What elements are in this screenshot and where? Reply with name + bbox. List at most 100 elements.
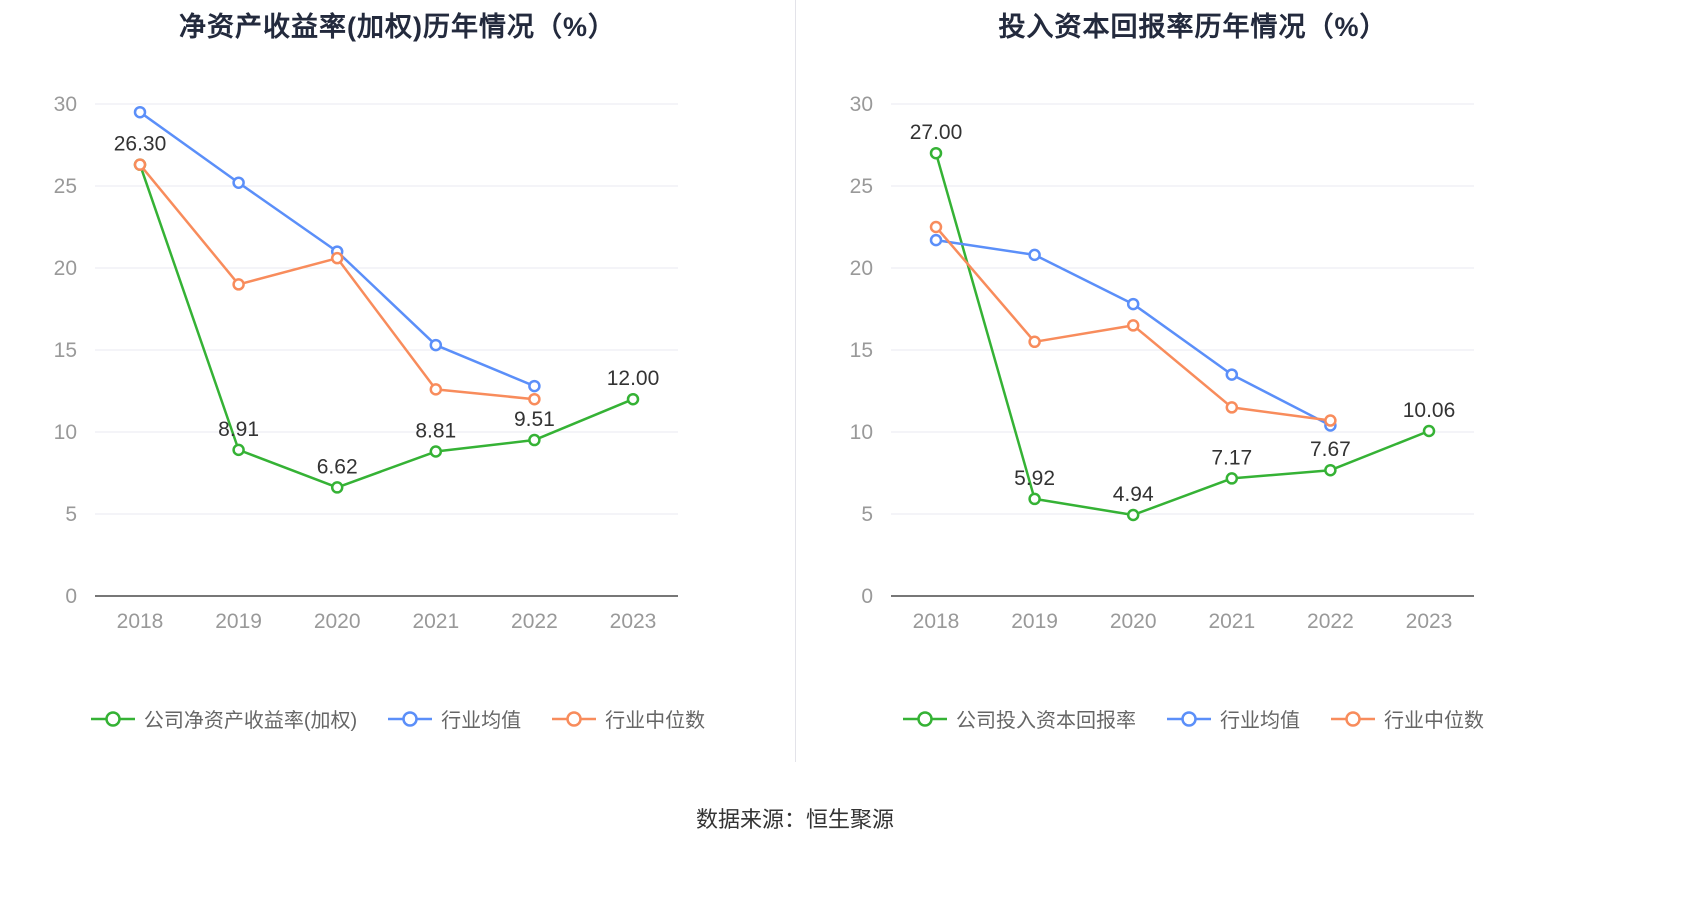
- data-point-marker: [528, 433, 541, 447]
- x-tick-label: 2023: [610, 610, 657, 633]
- roe-chart-canvas: 0 5 10 15 20 25 30 2018 2019 2020 2021 2022 2023 26.3…: [0, 46, 795, 646]
- x-tick-label: 2018: [117, 610, 164, 633]
- data-point-marker: [232, 443, 245, 457]
- data-point-marker: [1324, 414, 1337, 427]
- legend-label: 行业中位数: [1384, 710, 1484, 732]
- legend-line-marker-icon: [90, 710, 135, 727]
- legend-label: 公司投入资本回报率: [956, 710, 1136, 732]
- roe-chart-legend: 公司净资产收益率(加权) 行业均值 行业中位数: [0, 704, 795, 733]
- legend-label: 公司净资产收益率(加权): [143, 710, 358, 732]
- legend-item[interactable]: 行业均值: [387, 704, 521, 733]
- data-point-marker: [429, 383, 443, 396]
- legend-line-marker-icon: [552, 710, 597, 727]
- y-tick-label: 25: [54, 175, 77, 198]
- roic-chart-title: 投入资本回报率历年情况（%）: [998, 12, 1388, 42]
- y-tick-label: 20: [850, 257, 873, 280]
- series-line-2: [138, 163, 536, 401]
- point-value-label: 26.30: [114, 133, 167, 156]
- data-point-marker: [1422, 424, 1436, 438]
- legend-item[interactable]: 行业中位数: [551, 704, 705, 733]
- data-point-marker: [429, 445, 443, 458]
- point-value-label: 5.92: [1014, 467, 1055, 490]
- legend-label: 行业均值: [1220, 710, 1300, 732]
- data-point-marker: [1225, 401, 1239, 414]
- x-tick-label: 2018: [913, 610, 960, 633]
- legend-item[interactable]: 公司净资产收益率(加权): [90, 704, 357, 733]
- point-value-label: 8.91: [218, 418, 259, 441]
- data-point-marker: [232, 176, 245, 189]
- legend-item[interactable]: 行业均值: [1166, 704, 1300, 733]
- y-tick-label: 25: [850, 175, 873, 198]
- y-tick-label: 0: [861, 585, 873, 608]
- x-tick-label: 2022: [1307, 610, 1354, 633]
- line-chart: 0 5 10 15 20 25 30 2018 2019 2020 2021 2022 2023 27.0…: [850, 93, 1474, 633]
- roic-chart-legend: 公司投入资本回报率 行业均值 行业中位数: [796, 704, 1590, 733]
- data-point-marker: [1225, 472, 1239, 485]
- point-value-label: 10.06: [1403, 399, 1456, 422]
- roe-chart-panel: 净资产收益率(加权)历年情况（%） 0 5 10 15 20 25 30 2018 2019 20…: [0, 0, 795, 762]
- y-tick-label: 20: [54, 257, 77, 280]
- x-tick-label: 2021: [412, 610, 459, 633]
- data-point-marker: [1126, 297, 1140, 311]
- x-tick-label: 2023: [1406, 610, 1453, 633]
- data-source-note: 数据来源：恒生聚源: [695, 807, 894, 832]
- series-line-0: [138, 163, 635, 489]
- legend-line-marker-icon: [903, 710, 947, 727]
- legend-label: 行业中位数: [605, 710, 706, 732]
- point-value-label: 12.00: [607, 367, 660, 390]
- data-point-marker: [929, 220, 943, 234]
- y-tick-label: 30: [54, 93, 77, 116]
- point-value-label: 4.94: [1113, 483, 1154, 506]
- legend-line-marker-icon: [388, 710, 433, 727]
- x-tick-label: 2020: [1110, 610, 1157, 633]
- data-point-marker: [1225, 368, 1239, 381]
- data-point-marker: [133, 105, 147, 119]
- data-point-marker: [1028, 492, 1041, 506]
- data-point-marker: [133, 158, 147, 171]
- y-tick-label: 10: [54, 421, 77, 444]
- point-value-label: 27.00: [910, 121, 963, 144]
- roic-chart-panel: 投入资本回报率历年情况（%） 0 5 10 15 20 25 30 2018 2019 2020 2…: [795, 0, 1590, 762]
- x-tick-label: 2019: [1011, 610, 1058, 633]
- legend-item[interactable]: 公司投入资本回报率: [902, 704, 1136, 733]
- y-tick-label: 15: [54, 339, 77, 362]
- y-tick-label: 0: [65, 585, 77, 608]
- point-value-label: 7.67: [1310, 438, 1351, 461]
- series-line-0: [934, 151, 1431, 517]
- y-tick-label: 15: [850, 339, 873, 362]
- y-tick-label: 30: [850, 93, 873, 116]
- data-point-marker: [1126, 319, 1140, 332]
- legend-item[interactable]: 行业中位数: [1330, 704, 1484, 733]
- data-point-marker: [929, 146, 943, 160]
- point-value-label: 6.62: [317, 455, 358, 478]
- roic-chart-canvas: 0 5 10 15 20 25 30 2018 2019 2020 2021 2022 2023 27.0…: [796, 46, 1590, 646]
- legend-label: 行业均值: [441, 710, 522, 732]
- roe-chart-title: 净资产收益率(加权)历年情况（%）: [179, 12, 616, 42]
- y-tick-label: 10: [850, 421, 873, 444]
- point-value-label: 8.81: [415, 420, 456, 443]
- y-tick-label: 5: [861, 503, 873, 526]
- data-point-marker: [1126, 508, 1140, 522]
- line-chart: 0 5 10 15 20 25 30 2018 2019 2020 2021 2022 2023 26.3…: [54, 93, 678, 633]
- point-value-label: 7.17: [1211, 446, 1252, 469]
- x-tick-label: 2022: [511, 610, 558, 633]
- data-point-marker: [429, 338, 443, 352]
- legend-line-marker-icon: [1331, 710, 1375, 727]
- data-point-marker: [1324, 463, 1337, 477]
- charts-row: 净资产收益率(加权)历年情况（%） 0 5 10 15 20 25 30 2018 2019 20…: [0, 0, 1590, 762]
- x-tick-label: 2021: [1208, 610, 1255, 633]
- data-point-marker: [1028, 335, 1041, 349]
- data-point-marker: [929, 233, 943, 247]
- data-point-marker: [232, 278, 245, 291]
- data-point-marker: [330, 251, 344, 265]
- data-point-marker: [330, 481, 344, 494]
- x-tick-label: 2020: [314, 610, 361, 633]
- legend-line-marker-icon: [1167, 710, 1211, 727]
- y-tick-label: 5: [65, 503, 77, 526]
- data-point-marker: [626, 392, 640, 406]
- data-point-marker: [528, 379, 541, 393]
- point-value-label: 9.51: [514, 408, 555, 431]
- x-tick-label: 2019: [215, 610, 262, 633]
- data-point-marker: [528, 392, 541, 406]
